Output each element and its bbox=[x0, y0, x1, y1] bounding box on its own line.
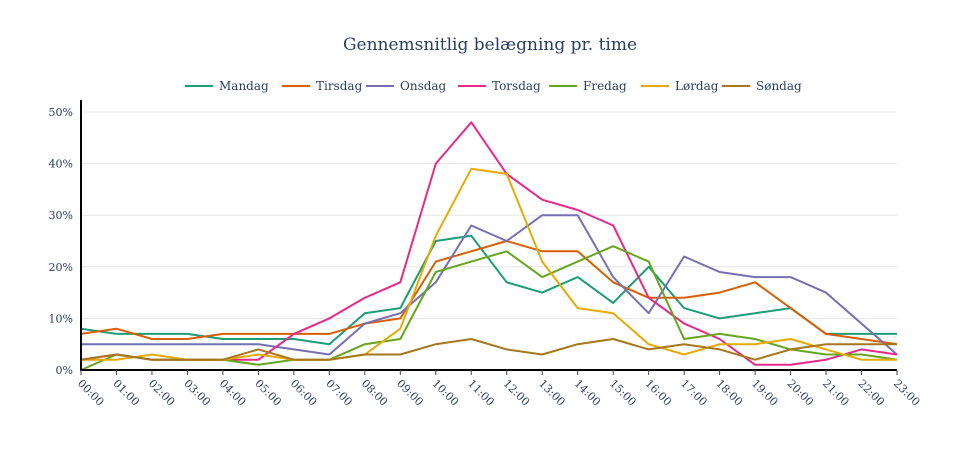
series-line-mandag bbox=[80, 234, 897, 346]
series-lines bbox=[80, 121, 898, 371]
legend-label: Onsdag bbox=[400, 79, 447, 93]
series-line-fredag bbox=[80, 245, 898, 371]
legend-label: Torsdag bbox=[492, 79, 541, 93]
legend-label: Tirsdag bbox=[316, 79, 363, 93]
x-tick-label: 08:00 bbox=[359, 377, 391, 409]
series-line-søndag bbox=[80, 338, 897, 361]
gridlines bbox=[81, 111, 897, 319]
x-tick-label: 19:00 bbox=[749, 377, 781, 409]
legend-item-onsdag[interactable]: Onsdag bbox=[366, 79, 447, 93]
x-tick-label: 10:00 bbox=[430, 377, 462, 409]
legend-item-fredag[interactable]: Fredag bbox=[549, 79, 627, 93]
y-tick-label: 0% bbox=[56, 364, 73, 377]
legend-item-søndag[interactable]: Søndag bbox=[722, 79, 802, 93]
y-tick-label: 20% bbox=[49, 261, 73, 274]
x-tick-label: 21:00 bbox=[820, 377, 852, 409]
x-tick-label: 22:00 bbox=[855, 377, 887, 409]
x-tick-label: 06:00 bbox=[288, 377, 320, 409]
x-tick-label: 11:00 bbox=[465, 377, 497, 409]
x-tick-label: 14:00 bbox=[572, 377, 604, 409]
x-tick-label: 02:00 bbox=[146, 377, 178, 409]
x-tick-label: 01:00 bbox=[110, 377, 142, 409]
x-tick-label: 07:00 bbox=[323, 377, 355, 409]
x-tick-label: 15:00 bbox=[607, 377, 639, 409]
y-tick-label: 40% bbox=[49, 158, 73, 171]
x-tick-label: 17:00 bbox=[678, 377, 710, 409]
legend-item-mandag[interactable]: Mandag bbox=[185, 79, 269, 93]
legend-label: Fredag bbox=[583, 79, 627, 93]
x-tick-label: 04:00 bbox=[217, 377, 249, 409]
x-tick-label: 18:00 bbox=[713, 377, 745, 409]
legend-label: Mandag bbox=[219, 79, 269, 93]
y-tick-label: 50% bbox=[49, 106, 73, 119]
x-tick-label: 00:00 bbox=[75, 377, 107, 409]
x-tick-label: 12:00 bbox=[501, 377, 533, 409]
series-line-lørdag bbox=[81, 167, 897, 361]
x-tick-label: 23:00 bbox=[891, 377, 923, 409]
x-tick-label: 09:00 bbox=[394, 377, 426, 409]
legend-item-lørdag[interactable]: Lørdag bbox=[641, 79, 719, 93]
legend-item-torsdag[interactable]: Torsdag bbox=[458, 79, 541, 93]
x-tick-label: 03:00 bbox=[181, 377, 213, 409]
x-tick-label: 16:00 bbox=[643, 377, 675, 409]
legend[interactable]: Mandag Tirsdag Onsdag Torsdag Fredag Lørdag Sø… bbox=[185, 79, 802, 93]
x-tick-label: 13:00 bbox=[536, 377, 568, 409]
series-line-torsdag bbox=[80, 121, 898, 366]
series-line-onsdag bbox=[81, 214, 898, 356]
series-line-tirsdag bbox=[80, 240, 898, 346]
x-tick-label: 05:00 bbox=[252, 377, 284, 409]
chart-title: Gennemsnitlig belægning pr. time bbox=[343, 35, 637, 55]
legend-label: Søndag bbox=[756, 79, 802, 93]
y-tick-label: 30% bbox=[49, 209, 73, 222]
legend-label: Lørdag bbox=[675, 79, 719, 93]
y-tick-label: 10% bbox=[49, 312, 73, 325]
legend-item-tirsdag[interactable]: Tirsdag bbox=[282, 79, 363, 93]
x-tick-label: 20:00 bbox=[784, 377, 816, 409]
